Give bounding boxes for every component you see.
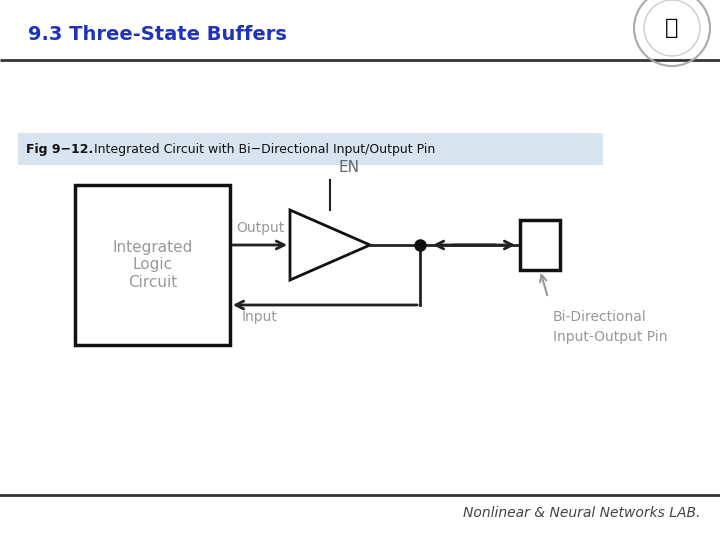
Text: EN: EN [338, 160, 359, 175]
FancyBboxPatch shape [520, 220, 560, 270]
Text: Bi-Directional: Bi-Directional [553, 310, 647, 324]
Text: 9.3 Three-State Buffers: 9.3 Three-State Buffers [28, 25, 287, 44]
Text: 🎓: 🎓 [665, 18, 679, 38]
Text: Nonlinear & Neural Networks LAB.: Nonlinear & Neural Networks LAB. [463, 506, 700, 520]
Text: Fig 9−12.: Fig 9−12. [26, 143, 94, 156]
Text: Output: Output [236, 221, 284, 235]
FancyBboxPatch shape [75, 185, 230, 345]
FancyBboxPatch shape [18, 133, 603, 165]
Text: Input: Input [242, 310, 278, 324]
Text: Integrated Circuit with Bi−Directional Input/Output Pin: Integrated Circuit with Bi−Directional I… [90, 143, 436, 156]
Polygon shape [290, 210, 370, 280]
Text: Input-Output Pin: Input-Output Pin [553, 330, 667, 344]
Text: Integrated
Logic
Circuit: Integrated Logic Circuit [112, 240, 193, 290]
